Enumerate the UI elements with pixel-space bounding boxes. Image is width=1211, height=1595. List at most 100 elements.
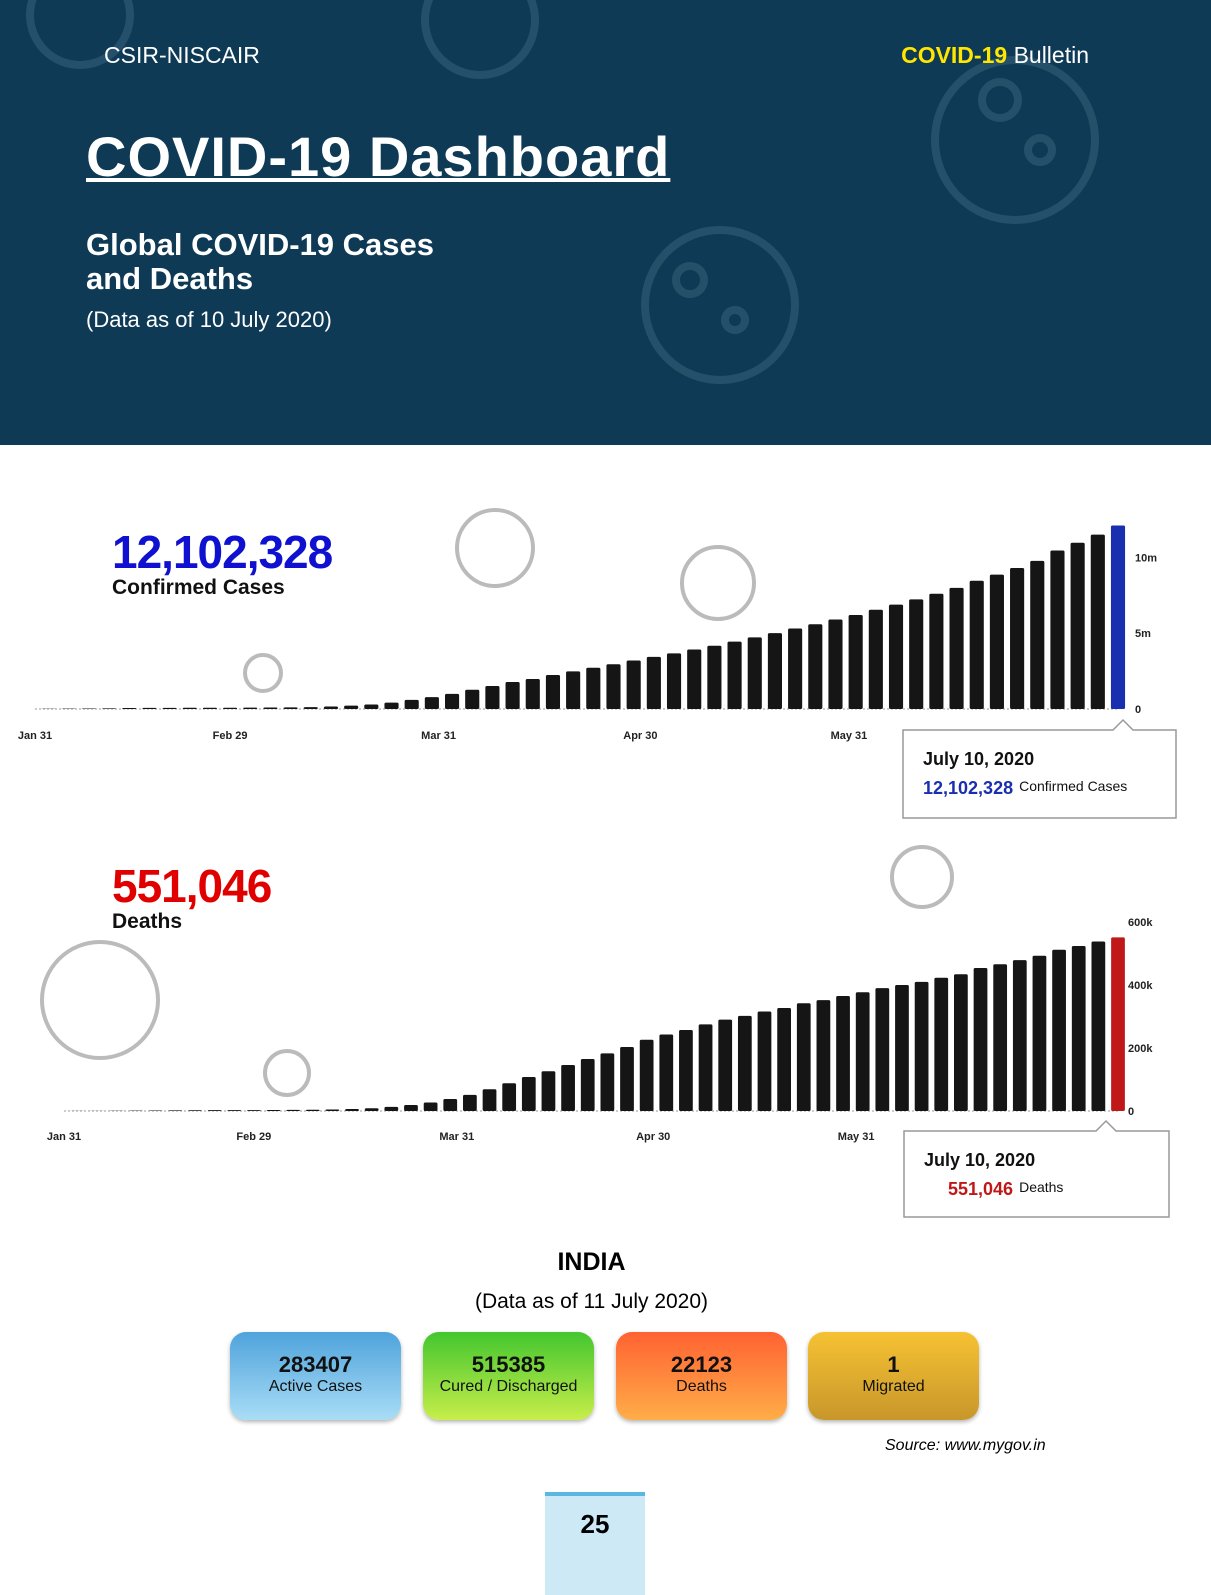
bar (1012, 960, 1027, 1111)
bar (747, 637, 762, 709)
x-tick-label: Feb 29 (236, 1131, 271, 1143)
bar (586, 667, 601, 709)
bar (101, 708, 117, 709)
stat-value: 1 (887, 1352, 900, 1377)
tooltip-caption: Deaths (1019, 1179, 1063, 1195)
bar (364, 704, 379, 709)
bar (525, 678, 540, 709)
bar (666, 653, 682, 709)
total-value: 12,102,328 (112, 526, 333, 578)
bar (659, 1034, 674, 1111)
bar (909, 599, 924, 709)
bar (443, 1099, 458, 1111)
bar (182, 707, 197, 709)
bar (639, 1039, 654, 1111)
bar (600, 1053, 615, 1111)
y-tick-label: 600k (1128, 917, 1153, 929)
stat-card: 283407 Active Cases (230, 1332, 401, 1420)
bar (973, 967, 988, 1111)
y-tick-label: 5m (1135, 628, 1151, 640)
bar (463, 1094, 477, 1111)
bar (1091, 941, 1106, 1111)
x-tick-label: May 31 (838, 1131, 875, 1143)
bar (888, 604, 904, 709)
stat-card: 22123 Deaths (616, 1332, 787, 1420)
bar (1030, 560, 1045, 709)
bar (502, 1083, 517, 1111)
x-tick-label: Mar 31 (439, 1131, 474, 1143)
bar (482, 1089, 497, 1111)
x-tick-label: Mar 31 (421, 730, 456, 742)
bar (816, 1000, 831, 1111)
bar (929, 593, 944, 709)
bar (757, 1011, 772, 1111)
stat-value: 283407 (278, 1352, 353, 1377)
bar (868, 609, 883, 709)
stat-label: Cured / Discharged (439, 1378, 578, 1395)
source: Source: www.mygov.in (885, 1437, 1046, 1454)
bar (718, 1019, 733, 1111)
bar (168, 1110, 183, 1111)
tooltip-value: 551,046 (948, 1179, 1013, 1199)
page-title: COVID-19 Dashboard (86, 125, 671, 188)
bar (305, 1109, 320, 1111)
bar (384, 1106, 399, 1111)
bar (345, 1108, 359, 1111)
bar (246, 1110, 261, 1111)
bar (606, 664, 621, 709)
bar (646, 656, 661, 709)
bar (679, 1030, 693, 1111)
subtitle: Global COVID-19 Cases and Deaths (86, 228, 434, 296)
subtitle-line: and Deaths (86, 261, 254, 296)
bar (283, 707, 298, 709)
tooltip-box (903, 1119, 1170, 1218)
total-caption: Deaths (112, 910, 182, 933)
x-tick-label: Jan 31 (18, 730, 52, 742)
india-note: (Data as of 11 July 2020) (474, 1290, 709, 1313)
bar (796, 1003, 811, 1111)
bar (404, 699, 419, 709)
bar (934, 977, 949, 1111)
india-title: INDIA (557, 1248, 626, 1276)
bar (227, 1110, 242, 1111)
bar (404, 1105, 418, 1111)
stat-value: 515385 (471, 1352, 546, 1377)
org-name: CSIR-NISCAIR (104, 42, 260, 68)
bar (1111, 937, 1125, 1111)
bar (207, 1110, 222, 1111)
bar (836, 996, 850, 1111)
bar (545, 675, 561, 709)
x-tick-label: Apr 30 (636, 1131, 670, 1143)
y-tick-label: 10m (1135, 552, 1157, 564)
bar (777, 1007, 791, 1111)
stat-card: 515385 Cured / Discharged (423, 1332, 594, 1420)
page-number: 25 (545, 1492, 645, 1595)
bar (969, 580, 984, 709)
bar (1050, 550, 1065, 709)
x-tick-label: Feb 29 (213, 730, 248, 742)
bar (122, 707, 137, 709)
bar (914, 981, 929, 1111)
bar (521, 1076, 536, 1111)
bar (561, 1065, 575, 1111)
stat-label: Deaths (676, 1378, 727, 1395)
y-tick-label: 400k (1128, 980, 1153, 992)
bar (424, 697, 439, 709)
bar (263, 707, 278, 709)
bar (855, 992, 870, 1111)
bar (808, 624, 823, 709)
bar (580, 1059, 595, 1111)
tooltip-date: July 10, 2020 (924, 1150, 1035, 1170)
bar (81, 708, 96, 709)
bar (687, 649, 702, 709)
bar (423, 1102, 438, 1111)
bulletin-prefix: COVID-19 (901, 42, 1008, 68)
x-tick-label: Jan 31 (47, 1131, 81, 1143)
tooltip-box (902, 718, 1177, 819)
bar (993, 964, 1008, 1111)
tooltip-date: July 10, 2020 (923, 749, 1034, 769)
bar (162, 707, 177, 709)
bar (485, 685, 500, 709)
